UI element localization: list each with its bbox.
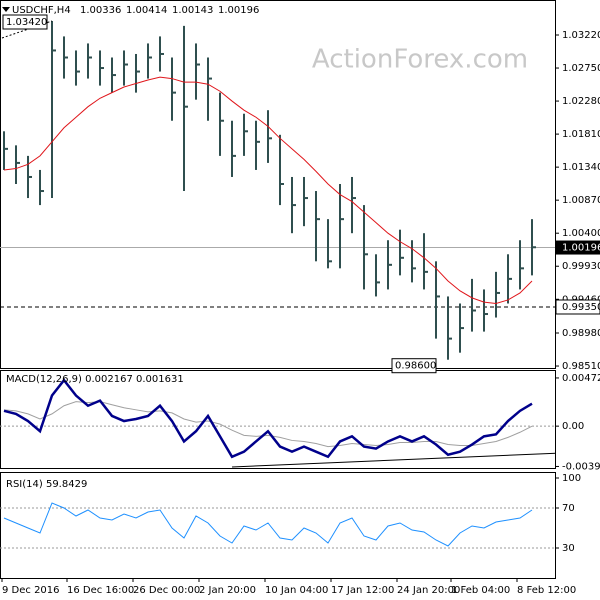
rsi-title: RSI(14) 59.8429 — [6, 479, 87, 490]
dropdown-icon — [2, 7, 10, 12]
rsi-line — [3, 502, 533, 547]
panel-frame — [0, 0, 556, 369]
annotation-box — [391, 358, 437, 374]
y-tick-label: 1.00870 — [562, 195, 600, 206]
x-tick-label: 26 Dec 00:00 — [133, 585, 200, 596]
y-tick-label: 0.00 — [562, 421, 584, 432]
x-tick-label: 17 Jan 12:00 — [331, 585, 394, 596]
y-tick-label: 0.004721 — [562, 373, 600, 384]
macd-signal — [3, 401, 533, 448]
symbol: USDCHF,H4 — [12, 5, 71, 16]
current-price-label: 1.00196 — [562, 243, 600, 254]
x-tick-label: 10 Jan 04:00 — [265, 585, 328, 596]
y-tick-label: 1.01340 — [562, 162, 600, 173]
price-box — [555, 299, 600, 315]
moving-average — [3, 76, 533, 304]
macd-line — [3, 378, 533, 459]
watermark: ActionForex.com — [312, 45, 528, 75]
y-tick-label: 1.01810 — [562, 129, 600, 140]
y-tick-label: 1.00400 — [562, 228, 600, 239]
annotation-box — [2, 14, 48, 30]
y-tick-label: 100 — [562, 473, 581, 484]
header-value: 1.00143 — [172, 5, 213, 16]
y-tick-label: 0.99930 — [562, 261, 600, 272]
x-tick-label: 2 Jan 20:00 — [199, 585, 256, 596]
y-tick-label: 1.02280 — [562, 96, 600, 107]
header-value: 1.00414 — [126, 5, 167, 16]
x-tick-label: 24 Jan 20:00 — [397, 585, 460, 596]
x-tick-label: 9 Dec 2016 — [2, 585, 60, 596]
x-tick-label: 8 Feb 12:00 — [517, 585, 576, 596]
price-box — [556, 240, 600, 255]
y-tick-label: 1.03220 — [562, 30, 600, 41]
trendline — [231, 452, 557, 468]
y-tick-label: -0.003949 — [562, 461, 600, 472]
y-tick-label: 0.98980 — [562, 328, 600, 339]
y-tick-label: 0.98510 — [562, 361, 600, 372]
x-tick-label: 1 Feb 04:00 — [451, 585, 510, 596]
header-value: 1.00336 — [80, 5, 121, 16]
y-tick-label: 1.02750 — [562, 63, 600, 74]
header-value: 1.00196 — [218, 5, 259, 16]
y-tick-label: 30 — [562, 543, 575, 554]
annotation-label: 1.03420 — [6, 17, 47, 28]
panel-frame — [0, 370, 556, 469]
y-tick-label: 70 — [562, 503, 575, 514]
annotation-label: 0.98600 — [395, 361, 436, 372]
x-tick-label: 16 Dec 16:00 — [67, 585, 134, 596]
support-label: 0.99350 — [562, 302, 600, 313]
panel-frame — [0, 472, 556, 579]
macd-title: MACD(12,26,9) 0.002167 0.001631 — [6, 374, 184, 385]
